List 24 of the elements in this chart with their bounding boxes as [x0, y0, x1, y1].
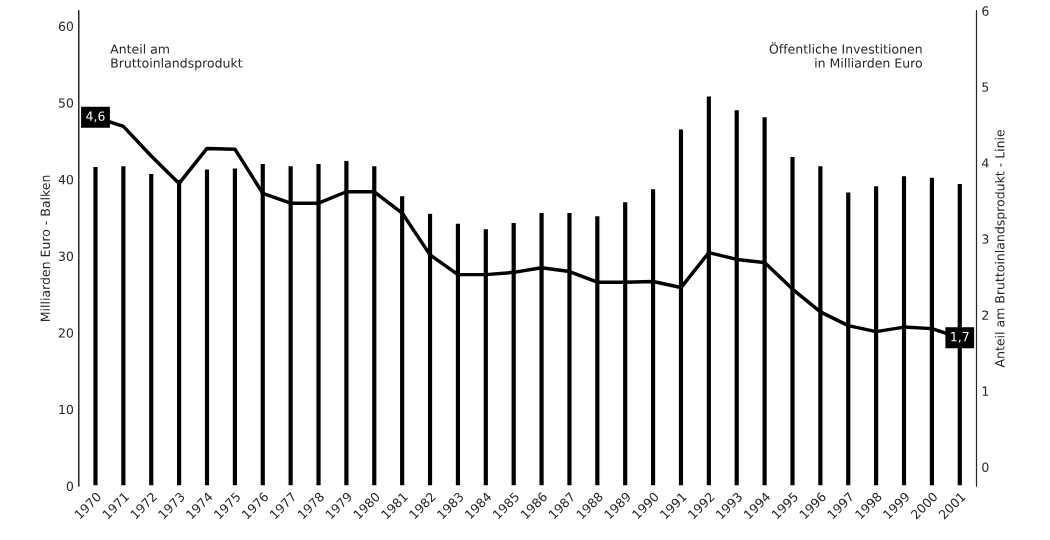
y2-axis-title: Anteil am Bruttoinlandsprodukt - Linie — [994, 129, 1007, 368]
y-axis-title: Milliarden Euro - Balken — [40, 175, 51, 322]
bar — [231, 167, 239, 486]
y2-tick-label: 3 — [982, 234, 989, 244]
annotation: Anteil am Bruttoinlandsprodukt — [110, 44, 243, 71]
y-tick-label: 0 — [66, 481, 74, 491]
y-tick-label: 40 — [58, 174, 74, 185]
bar — [91, 165, 99, 486]
y-tick-label: 20 — [58, 328, 74, 338]
data-label: 1,7 — [951, 332, 969, 343]
y-tick-label: 60 — [58, 21, 74, 32]
bar — [147, 172, 155, 486]
y2-tick-label: 6 — [982, 6, 989, 16]
y2-tick-label: 4 — [981, 158, 989, 168]
y2-tick-label: 2 — [982, 310, 989, 320]
y2-tick-label: 5 — [982, 82, 989, 92]
y-tick-label: 50 — [58, 98, 74, 108]
y2-tick-label: 1 — [982, 386, 989, 396]
annotation: Öffentliche Investitionen in Milliarden Euro — [769, 42, 922, 68]
y-tick-label: 10 — [59, 404, 74, 415]
bar — [119, 164, 127, 486]
y-tick-label: 30 — [58, 251, 74, 261]
y2-tick-label: 0 — [982, 462, 989, 472]
data-label: 4,6 — [86, 111, 105, 123]
